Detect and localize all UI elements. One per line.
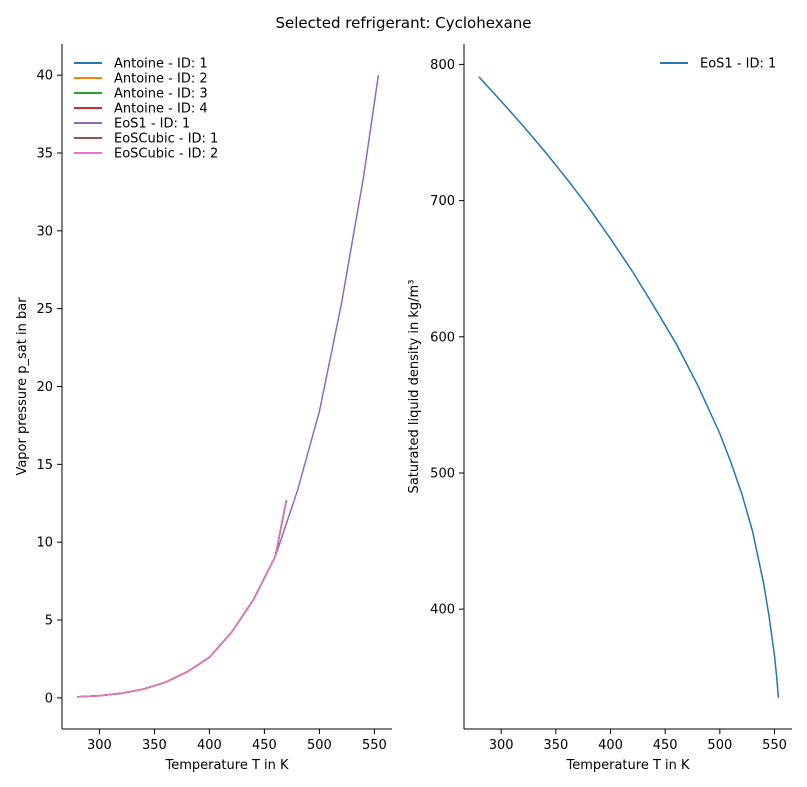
liquid-density-y-tick-label: 700 xyxy=(430,194,455,209)
vapor-pressure-series-line-1 xyxy=(77,499,288,698)
liquid-density-axes: 300 350 400 450 500 550 400 500 600 700 800 xyxy=(430,44,792,753)
vapor-pressure-y-tick-label: 5 xyxy=(45,614,53,629)
vapor-pressure-y-tick-label: 25 xyxy=(36,302,53,317)
liquid-density-series-line-1 xyxy=(478,76,780,698)
vapor-pressure-legend-label-4: Antoine - ID: 4 xyxy=(114,102,208,117)
liquid-density-y-tick-label: 800 xyxy=(430,58,455,73)
vapor-pressure-y-tick-label: 20 xyxy=(36,380,53,395)
liquid-density-legend-label-1: EoS1 - ID: 1 xyxy=(700,57,776,72)
vapor-pressure-x-tick-label: 450 xyxy=(252,738,277,753)
liquid-density-lines xyxy=(478,76,780,698)
vapor-pressure-x-tick-label: 300 xyxy=(87,738,112,753)
vapor-pressure-series-line-2 xyxy=(77,499,288,698)
vapor-pressure-y-axis-label: Vapor pressure p_sat in bar xyxy=(15,297,30,476)
liquid-density-y-tick-label: 600 xyxy=(430,330,455,345)
liquid-density-x-tick-label: 300 xyxy=(489,738,514,753)
liquid-density-x-tick-label: 500 xyxy=(707,738,732,753)
vapor-pressure-y-tick-label: 0 xyxy=(45,691,53,706)
vapor-pressure-lines xyxy=(77,74,380,698)
liquid-density-y-axis-label: Saturated liquid density in kg/m³ xyxy=(407,280,422,494)
liquid-density-x-tick-label: 550 xyxy=(762,738,787,753)
liquid-density-legend: EoS1 - ID: 1 xyxy=(660,57,776,72)
vapor-pressure-legend-label-1: Antoine - ID: 1 xyxy=(114,57,208,72)
vapor-pressure-y-tick-label: 15 xyxy=(36,458,53,473)
liquid-density-x-tick-label: 400 xyxy=(598,738,623,753)
vapor-pressure-y-tick-label: 30 xyxy=(36,224,53,239)
vapor-pressure-legend-label-5: EoS1 - ID: 1 xyxy=(114,117,190,132)
figure-title: Selected refrigerant: Cyclohexane xyxy=(275,14,531,32)
vapor-pressure-legend-label-6: EoSCubic - ID: 1 xyxy=(114,132,218,147)
vapor-pressure-legend-label-7: EoSCubic - ID: 2 xyxy=(114,147,218,162)
vapor-pressure-y-tick-label: 10 xyxy=(36,536,53,551)
liquid-density-y-tick-label: 400 xyxy=(430,603,455,618)
vapor-pressure-x-tick-label: 400 xyxy=(197,738,222,753)
vapor-pressure-x-axis-label: Temperature T in K xyxy=(164,758,289,773)
vapor-pressure-y-tick-label: 35 xyxy=(36,146,53,161)
vapor-pressure-series-line-6 xyxy=(77,499,288,698)
vapor-pressure-series-line-3 xyxy=(77,499,288,698)
liquid-density-chart: 300 350 400 450 500 550 400 500 600 700 800 Temper… xyxy=(407,44,792,773)
vapor-pressure-x-tick-label: 550 xyxy=(362,738,387,753)
vapor-pressure-y-tick-label: 40 xyxy=(36,69,53,84)
vapor-pressure-legend-label-3: Antoine - ID: 3 xyxy=(114,87,208,102)
vapor-pressure-legend-label-2: Antoine - ID: 2 xyxy=(114,72,208,87)
liquid-density-x-tick-label: 350 xyxy=(543,738,568,753)
liquid-density-x-axis-label: Temperature T in K xyxy=(565,758,690,773)
vapor-pressure-x-tick-label: 500 xyxy=(307,738,332,753)
vapor-pressure-series-line-4 xyxy=(77,499,288,698)
vapor-pressure-chart: 300 350 400 450 500 550 0 5 10 15 20 25 30 35 40 Tempe… xyxy=(15,44,392,773)
liquid-density-x-tick-label: 450 xyxy=(653,738,678,753)
vapor-pressure-series-line-5 xyxy=(77,74,380,698)
liquid-density-y-tick-label: 500 xyxy=(430,466,455,481)
vapor-pressure-x-tick-label: 350 xyxy=(142,738,167,753)
vapor-pressure-axes: 300 350 400 450 500 550 0 5 10 15 20 25 30 35 40 xyxy=(36,44,392,753)
vapor-pressure-series-line-7 xyxy=(77,499,288,698)
